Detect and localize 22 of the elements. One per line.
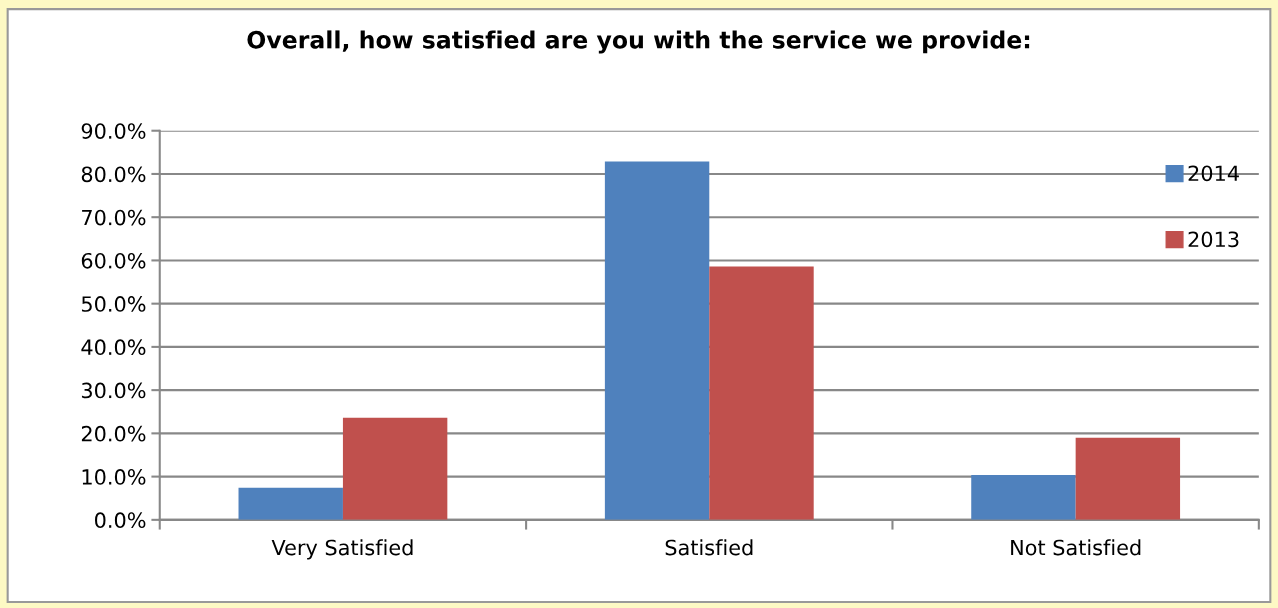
y-tick-label: 30.0%	[81, 382, 146, 399]
chart-title: Overall, how satisfied are you with the service we provide:	[247, 30, 1030, 54]
x-tick-label: Satisfied	[665, 539, 753, 556]
y-tick-label: 10.0%	[82, 469, 146, 485]
bar	[604, 161, 710, 520]
y-tick-label: 50.0%	[81, 296, 146, 312]
legend-label: 2013	[1188, 231, 1239, 248]
legend-label: 2014	[1188, 165, 1239, 182]
bar	[238, 487, 343, 520]
bar	[1075, 437, 1181, 520]
y-tick-label: 0.0%	[95, 512, 146, 529]
y-tick-label: 80.0%	[81, 166, 146, 183]
y-tick-label: 60.0%	[81, 252, 146, 269]
y-tick-label: 90.0%	[81, 123, 146, 139]
y-tick-label: 70.0%	[82, 209, 146, 226]
x-tick-label: Very Satisfied	[271, 539, 413, 560]
bar	[709, 266, 814, 520]
bar	[971, 474, 1076, 520]
x-tick-label: Not Satisfied	[1011, 539, 1141, 556]
y-tick-label: 40.0%	[81, 339, 146, 356]
y-tick-label: 20.0%	[81, 425, 146, 442]
bar	[342, 417, 448, 520]
